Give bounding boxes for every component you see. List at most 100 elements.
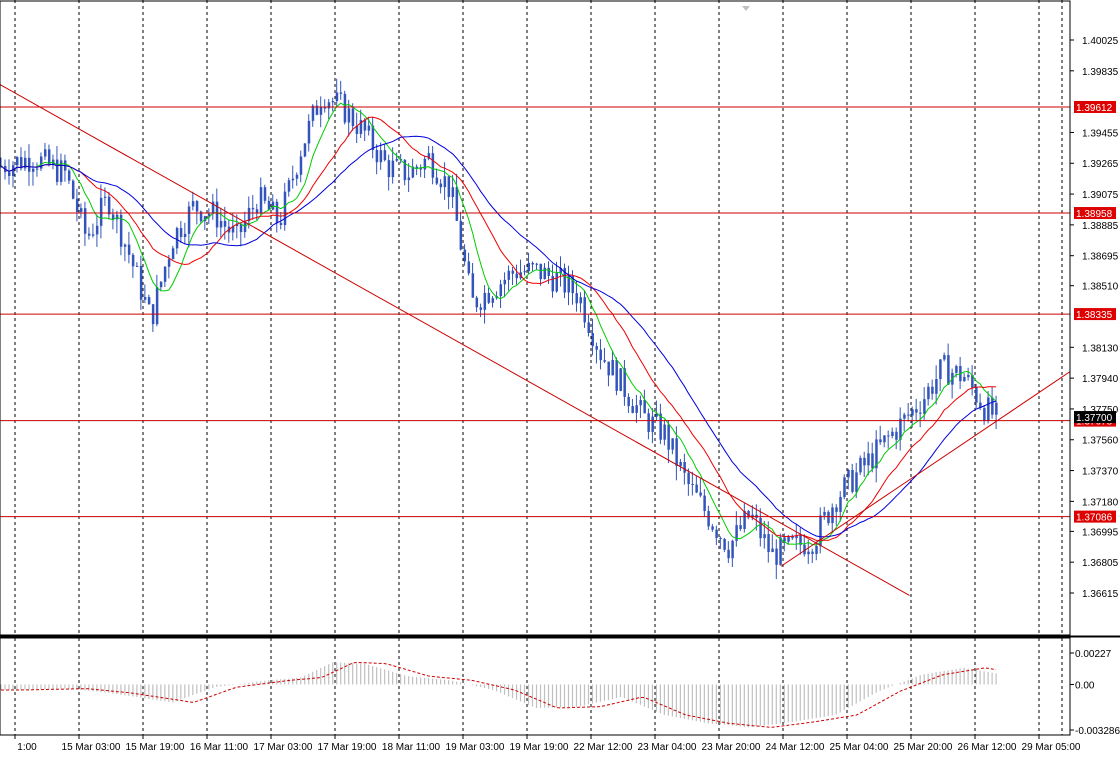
candle-body <box>543 267 547 280</box>
level-label: 1.37086 <box>1076 513 1113 524</box>
osc-y-tick-label: 0.00227 <box>1075 649 1112 660</box>
candle-body <box>655 413 658 417</box>
candle-body <box>291 178 295 181</box>
candle-body <box>447 176 451 197</box>
candle-body <box>919 412 922 414</box>
candle-body <box>43 149 47 157</box>
candle-body <box>395 159 399 161</box>
candle-body <box>659 413 662 440</box>
candle-body <box>551 275 555 292</box>
candle-body <box>159 281 163 288</box>
candle-body <box>163 266 167 282</box>
level-label-bg <box>1074 308 1116 321</box>
candle-body <box>139 265 143 300</box>
candle-body <box>483 292 487 310</box>
x-tick-label: 19 Mar 03:00 <box>446 742 505 753</box>
x-tick-label: 26 Mar 12:00 <box>958 742 1017 753</box>
candle-body <box>15 157 19 166</box>
candle-body <box>947 355 950 385</box>
candle-body <box>731 540 734 559</box>
y-tick-label: 1.37560 <box>1082 436 1119 447</box>
candle-body <box>127 244 131 255</box>
candle-body <box>339 92 343 94</box>
candle-body <box>723 538 726 550</box>
candle-body <box>247 207 251 222</box>
candle-body <box>183 233 187 237</box>
candle-body <box>271 201 275 210</box>
candle-body <box>423 158 427 170</box>
x-tick-label: 23 Mar 04:00 <box>638 742 697 753</box>
candle-body <box>79 208 83 212</box>
candle-body <box>979 402 982 409</box>
candle-body <box>523 271 527 273</box>
x-tick-label: 23 Mar 20:00 <box>702 742 761 753</box>
axis-labels: 1.40025 1.39835 1.39455 1.39265 1.39075 1.388… <box>17 36 1120 753</box>
candle-body <box>995 402 998 415</box>
candle-body <box>407 177 411 181</box>
candle-body <box>795 535 798 539</box>
oscillator-signal <box>1 661 997 728</box>
candle-body <box>859 457 862 473</box>
horizontal-levels[interactable]: 1.396121.389581.383351.376781.370861.377… <box>0 100 1116 524</box>
y-tick-label: 1.36615 <box>1082 589 1119 600</box>
candle-body <box>283 191 287 225</box>
candle-body <box>39 156 43 169</box>
candle-body <box>259 187 263 214</box>
candle-body <box>883 435 886 443</box>
candle-body <box>843 477 846 498</box>
x-tick-label: 17 Mar 19:00 <box>318 742 377 753</box>
candle-body <box>323 107 327 109</box>
level-label-bg <box>1074 207 1116 220</box>
candle-body <box>175 228 179 249</box>
candle-body <box>503 279 507 285</box>
candle-body <box>779 537 782 565</box>
candle-body <box>707 510 710 527</box>
candle-body <box>67 170 71 181</box>
candle-body <box>415 166 419 169</box>
candle-body <box>83 208 87 234</box>
candle-body <box>307 120 311 144</box>
candle-body <box>419 168 423 170</box>
candle-body <box>955 366 958 373</box>
candle-body <box>815 545 818 554</box>
y-tick-label: 1.39075 <box>1082 190 1119 201</box>
candle-body <box>571 275 574 294</box>
candle-body <box>695 484 698 493</box>
x-tick-label: 19 Mar 19:00 <box>510 742 569 753</box>
candle-body <box>823 511 826 516</box>
candle-body <box>735 525 738 541</box>
candle-body <box>179 228 183 237</box>
moving-averages <box>0 102 997 546</box>
candle-body <box>131 254 135 267</box>
y-tick-label: 1.38130 <box>1082 343 1119 354</box>
candle-body <box>351 108 355 127</box>
osc-y-tick-label: -0.003286 <box>1075 726 1120 737</box>
candle-body <box>255 209 259 214</box>
candle-body <box>219 220 223 228</box>
candle-body <box>615 359 618 391</box>
candle-body <box>31 168 35 172</box>
candle-body <box>287 180 291 192</box>
candle-body <box>739 525 742 529</box>
candle-body <box>403 159 407 181</box>
candle-body <box>991 397 994 415</box>
level-label-bg <box>1074 510 1116 523</box>
x-tick-label: 18 Mar 11:00 <box>382 742 441 753</box>
candle-body <box>587 322 590 334</box>
candle-body <box>687 472 690 485</box>
candle-body <box>207 213 211 217</box>
candle-body <box>923 399 926 414</box>
candle-body <box>879 439 882 443</box>
candle-body <box>547 267 551 276</box>
candle-body <box>203 216 207 222</box>
candle-body <box>907 414 910 416</box>
main-panel-border <box>0 0 1071 636</box>
x-tick-label: 29 Mar 05:00 <box>1022 742 1081 753</box>
candle-body <box>71 180 75 199</box>
candle-body <box>983 408 986 421</box>
level-label: 1.39612 <box>1076 103 1113 114</box>
candle-body <box>459 220 463 250</box>
scroll-marker-icon <box>742 6 750 11</box>
candle-body <box>11 165 15 176</box>
